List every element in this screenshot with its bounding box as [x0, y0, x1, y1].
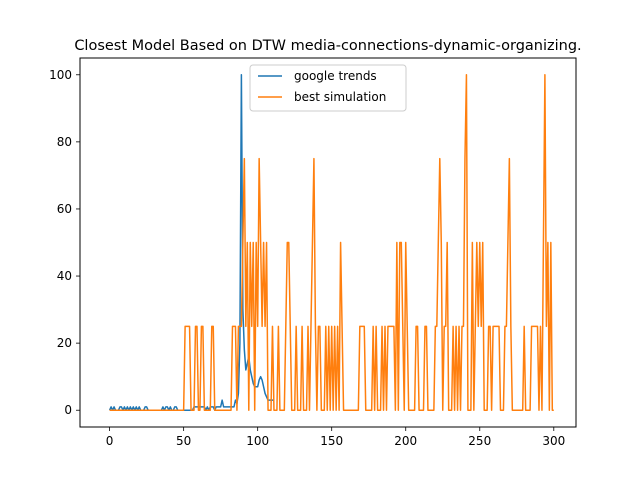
- series-line-best-simulation: [109, 74, 554, 411]
- y-tick-label: 80: [57, 135, 72, 149]
- legend: google trends best simulation: [249, 64, 407, 112]
- series-layer: [108, 74, 554, 411]
- x-tick-label: 100: [246, 434, 269, 448]
- x-axis: 0 50 100 150 200 250 300: [106, 427, 565, 448]
- plot-frame: [79, 57, 577, 428]
- x-tick-label: 300: [542, 434, 565, 448]
- legend-box: [249, 64, 407, 112]
- y-axis: 0 20 40 60 80 100: [49, 68, 80, 417]
- chart-title: Closest Model Based on DTW media-connect…: [74, 38, 581, 54]
- legend-label: google trends: [294, 69, 377, 83]
- y-tick-label: 40: [57, 269, 72, 283]
- y-tick-label: 100: [49, 68, 72, 82]
- x-tick-label: 50: [176, 434, 191, 448]
- y-tick-label: 60: [57, 202, 72, 216]
- x-tick-label: 250: [468, 434, 491, 448]
- x-tick-label: 200: [394, 434, 417, 448]
- y-tick-label: 0: [64, 403, 72, 417]
- legend-label: best simulation: [294, 90, 386, 104]
- y-tick-label: 20: [57, 336, 72, 350]
- x-tick-label: 150: [320, 434, 343, 448]
- x-tick-label: 0: [106, 434, 114, 448]
